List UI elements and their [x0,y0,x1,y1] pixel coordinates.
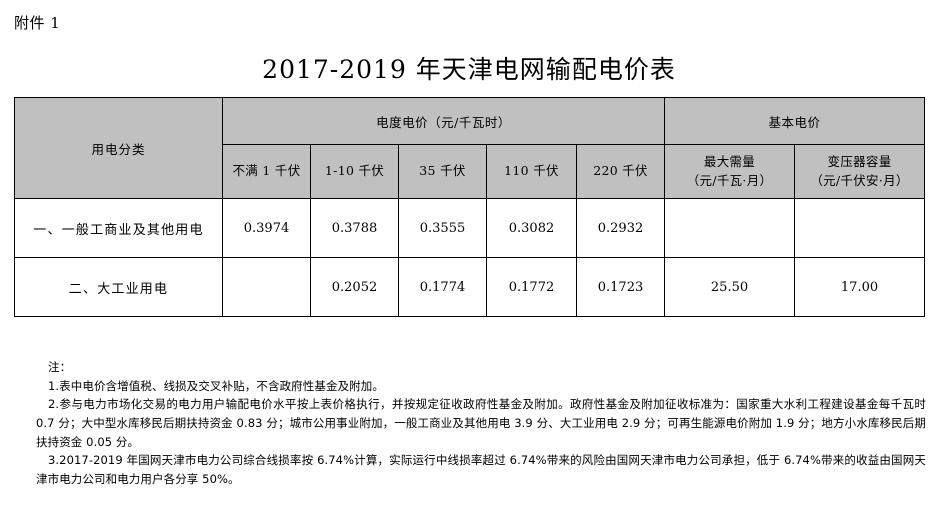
page-title: 2017-2019 年天津电网输配电价表 [262,55,676,84]
header-transformer-capacity-name: 变压器容量 [827,154,892,170]
cell-general-220kv: 0.2932 [575,198,666,258]
note-item-3: 3.2017-2019 年国网天津市电力公司综合线损率按 6.74%计算，实际运… [36,453,926,486]
header-max-demand-name: 最大需量 [703,154,756,170]
header-energy-price-group: 电度电价（元/千瓦时） [221,97,666,145]
cell-large-1-10kv: 0.2052 [310,257,399,317]
header-row-subcolumns: 不满 1 千伏 1-10 千伏 35 千伏 110 千伏 220 千伏 最大需量… [15,144,926,199]
header-voltage-220kv: 220 千伏 [575,144,666,199]
header-transformer-capacity: 变压器容量 （元/千伏安·月） [794,144,926,199]
header-voltage-35kv: 35 千伏 [398,144,487,199]
header-voltage-1-10kv: 1-10 千伏 [310,144,399,199]
header-max-demand-unit: （元/千瓦·月） [686,172,773,188]
header-max-demand: 最大需量 （元/千瓦·月） [664,144,796,199]
cell-large-transformer-capacity: 17.00 [794,257,926,317]
table-row: 一、一般工商业及其他用电 0.3974 0.3788 0.3555 0.3082… [14,198,926,258]
cell-large-max-demand: 25.50 [664,257,796,317]
cell-large-110kv: 0.1772 [486,257,577,317]
header-row-groups: 用电分类 电度电价（元/千瓦时） 基本电价 [14,97,926,199]
cell-large-220kv: 0.1723 [575,257,666,317]
note-item-1: 1.表中电价含增值税、线损及交叉补贴，不含政府性基金及附加。 [48,378,384,393]
cell-general-110kv: 0.3082 [486,198,577,258]
table-header: 用电分类 电度电价（元/千瓦时） 基本电价 不满 1 千伏 1-10 千伏 35… [14,97,926,199]
cell-general-under1kv: 0.3974 [222,198,311,258]
cell-general-35kv: 0.3555 [398,198,487,258]
note-item-2: 2.参与电力市场化交易的电力用户输配电价水平按上表价格执行，并按规定征收政府性基… [36,397,926,449]
header-voltage-110kv: 110 千伏 [486,144,577,199]
header-category: 用电分类 [14,97,223,199]
header-voltage-under-1kv: 不满 1 千伏 [222,144,311,199]
cell-general-transformer-capacity [794,198,926,258]
cell-large-under1kv [222,257,311,317]
attachment-label: 附件 1 [14,14,61,32]
notes-section: 注： 1.表中电价含增值税、线损及交叉补贴，不含政府性基金及附加。 2.参与电力… [36,358,926,488]
table-body: 一、一般工商业及其他用电 0.3974 0.3788 0.3555 0.3082… [14,198,926,317]
header-basic-price-group: 基本电价 [664,97,926,145]
header-transformer-capacity-unit: （元/千伏安·月） [810,172,909,188]
row-category-large-industry: 二、大工业用电 [14,257,223,317]
row-category-general-industry: 一、一般工商业及其他用电 [14,198,223,258]
cell-large-35kv: 0.1774 [398,257,487,317]
transmission-price-table: 用电分类 电度电价（元/千瓦时） 基本电价 不满 1 千伏 1-10 千伏 35… [14,97,926,317]
cell-general-max-demand [664,198,796,258]
cell-general-1-10kv: 0.3788 [310,198,399,258]
notes-heading: 注： [48,360,72,374]
table-row: 二、大工业用电 0.2052 0.1774 0.1772 0.1723 25.5… [14,257,926,317]
